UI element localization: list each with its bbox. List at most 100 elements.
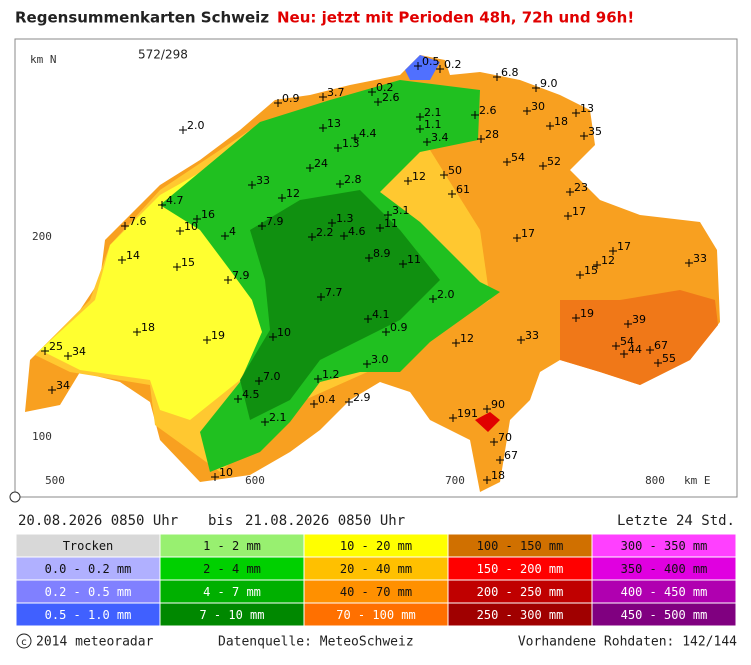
title: Regensummenkarten Schweiz [15, 9, 269, 27]
station-marker [620, 350, 628, 358]
station-value: 2.6 [382, 91, 400, 104]
station-marker [440, 171, 448, 179]
period-to: 21.08.2026 0850 Uhr [245, 513, 405, 529]
station-value: 9.0 [540, 77, 558, 90]
station-marker [258, 222, 266, 230]
station-value: 3.7 [327, 86, 345, 99]
station-marker [340, 232, 348, 240]
station-value: 17 [521, 227, 535, 240]
station-marker [364, 315, 372, 323]
copyright-c: c [21, 637, 27, 648]
x-tick-label: 800 [645, 474, 665, 487]
station-marker [572, 109, 580, 117]
footer-available: Vorhandene Rohdaten: 142/144 [518, 635, 737, 650]
legend-label: 0.2 - 0.5 mm [45, 585, 132, 599]
station-marker [317, 293, 325, 301]
station-marker [314, 375, 322, 383]
station-value: 0.5 [422, 55, 440, 68]
station-value: 13 [580, 102, 594, 115]
station-value: 0.2 [376, 81, 394, 94]
station-value: 50 [448, 164, 462, 177]
period-duration: Letzte 24 Std. [617, 513, 735, 529]
station-value: 1.1 [424, 118, 442, 131]
station-value: 13 [327, 117, 341, 130]
station-marker [646, 346, 654, 354]
station-marker [612, 342, 620, 350]
legend-label: 250 - 300 mm [477, 608, 564, 622]
legend-label: 150 - 200 mm [477, 562, 564, 576]
station-value: 14 [126, 249, 140, 262]
station-value: 2.1 [269, 411, 287, 424]
station-marker [173, 263, 181, 271]
region-dark-green [240, 190, 440, 420]
station-marker [308, 233, 316, 241]
subtitle: Neu: jetzt mit Perioden 48h, 72h und 96h… [277, 9, 634, 27]
station-value: 2.2 [316, 226, 334, 239]
station-marker [376, 224, 384, 232]
map: 572/298 km N km E 200 100 500 600 700 800 0.5 0… [9, 38, 738, 503]
region-dark-orange [560, 290, 718, 385]
station-value: 7.9 [266, 215, 284, 228]
station-value: 3.1 [392, 204, 410, 217]
legend-label: 450 - 500 mm [621, 608, 708, 622]
station-marker [328, 219, 336, 227]
station-value: 54 [511, 151, 525, 164]
station-value: 7.9 [232, 269, 250, 282]
station-marker [193, 215, 201, 223]
legend-label: 0.5 - 1.0 mm [45, 608, 132, 622]
station-value: 4 [229, 225, 236, 238]
station-marker [121, 222, 129, 230]
station-marker [399, 260, 407, 268]
x-tick-label: 600 [245, 474, 265, 487]
station-value: 1.2 [322, 368, 340, 381]
station-value: 3.4 [431, 131, 449, 144]
station-marker [483, 476, 491, 484]
legend-swatch [591, 602, 737, 627]
station-marker [624, 320, 632, 328]
station-value: 61 [456, 183, 470, 196]
station-marker [477, 135, 485, 143]
legend-label: 100 - 150 mm [477, 539, 564, 553]
station-marker [274, 99, 282, 107]
region-red [475, 412, 500, 432]
station-marker [449, 414, 457, 422]
station-value: 33 [693, 252, 707, 265]
axis-x-label: km E [684, 474, 711, 487]
station-value: 34 [72, 345, 86, 358]
station-value: 4.6 [348, 225, 366, 238]
station-value: 35 [588, 125, 602, 138]
station-value: 191 [457, 407, 478, 420]
station-value: 12 [601, 254, 615, 267]
station-value: 19 [580, 307, 594, 320]
station-value: 17 [572, 205, 586, 218]
station-value: 3.0 [371, 353, 389, 366]
station-marker [471, 111, 479, 119]
station-value: 12 [460, 332, 474, 345]
station-marker [158, 201, 166, 209]
station-value: 4.4 [359, 127, 377, 140]
station-marker [493, 73, 501, 81]
footer-source: Datenquelle: MeteoSchweiz [218, 635, 414, 650]
station-value: 2.6 [479, 104, 497, 117]
period-bis: bis [208, 513, 233, 529]
station-marker [382, 328, 390, 336]
station-marker [572, 314, 580, 322]
station-value: 33 [525, 329, 539, 342]
station-marker [363, 360, 371, 368]
station-value: 4.7 [166, 194, 184, 207]
station-marker [310, 400, 318, 408]
station-marker [319, 93, 327, 101]
x-tick-label: 700 [445, 474, 465, 487]
station-marker [416, 113, 424, 121]
station-marker [133, 328, 141, 336]
y-tick-label: 200 [32, 230, 52, 243]
station-marker [523, 107, 531, 115]
station-value: 0.4 [318, 393, 336, 406]
station-marker [546, 122, 554, 130]
station-value: 1.3 [342, 137, 360, 150]
station-value: 33 [256, 174, 270, 187]
period-from: 20.08.2026 0850 Uhr [18, 513, 178, 529]
station-marker [503, 158, 511, 166]
station-value: 17 [617, 240, 631, 253]
